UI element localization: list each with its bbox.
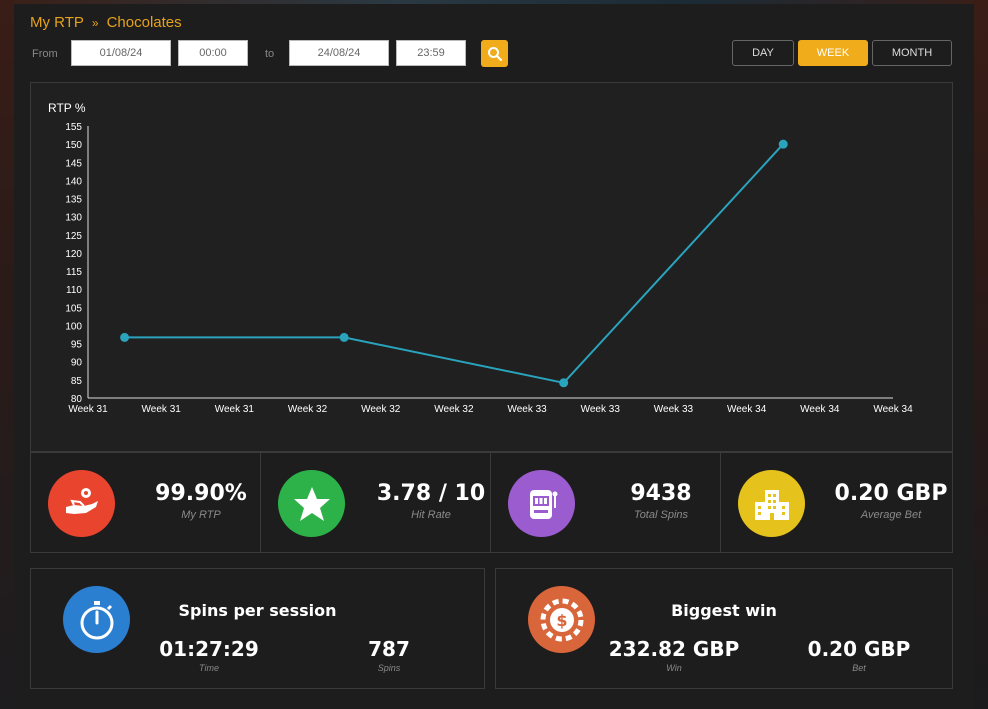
stat-value: 9438 xyxy=(630,481,692,506)
biggest-win-panel: $ Biggest win 232.82 GBP Win 0.20 GBP Be… xyxy=(495,568,953,689)
svg-text:$: $ xyxy=(556,611,567,630)
chart-y-tick-label: 135 xyxy=(65,195,82,206)
win-value: 232.82 GBP xyxy=(608,637,740,661)
win-label: Win xyxy=(666,663,682,673)
background-right-strip xyxy=(974,0,988,709)
chart-data-point[interactable] xyxy=(778,139,788,149)
chart-series-line xyxy=(124,143,784,384)
chart-x-tick-label: Week 33 xyxy=(581,404,621,415)
chart-x-tick-label: Week 31 xyxy=(215,404,255,415)
stat-icon-circle xyxy=(508,470,575,537)
chart-x-tick-label: Week 34 xyxy=(800,404,840,415)
chart-y-tick-label: 155 xyxy=(65,122,82,133)
chart-y-tick-label: 80 xyxy=(71,394,83,405)
win-icon-circle: $ xyxy=(528,586,595,653)
chart-y-tick-label: 115 xyxy=(66,267,82,278)
stat-value: 3.78 / 10 xyxy=(376,481,486,506)
casino-chip-icon: $ xyxy=(540,598,583,641)
stat-icon-circle xyxy=(738,470,805,537)
stat-value: 0.20 GBP xyxy=(834,481,948,506)
session-time-label: Time xyxy=(199,663,219,673)
chart-data-point[interactable] xyxy=(559,378,569,388)
rtp-line-chart: RTP % 80 85 90 95 100 105 110 115 120 125 130 135 14… xyxy=(48,101,913,415)
session-title: Spins per session xyxy=(178,601,337,620)
building-icon xyxy=(754,489,789,520)
background-left-strip xyxy=(0,0,14,709)
chart-x-tick-label: Week 33 xyxy=(654,404,694,415)
chart-x-tick-label: Week 34 xyxy=(727,404,767,415)
chart-x-tick-label: Week 32 xyxy=(361,404,401,415)
win-title: Biggest win xyxy=(671,601,777,620)
stat-label: Average Bet xyxy=(860,509,922,521)
chart-x-tick-label: Week 33 xyxy=(507,404,547,415)
stopwatch-icon xyxy=(80,600,113,639)
win-bet-value: 0.20 GBP xyxy=(807,637,911,661)
chart-y-tick-label: 120 xyxy=(65,249,82,260)
session-time-value: 01:27:29 xyxy=(159,637,259,661)
stat-total-spins: 9438 Total Spins xyxy=(491,453,721,552)
breadcrumb-separator: » xyxy=(91,16,99,30)
chart-x-tick-label: Week 34 xyxy=(873,404,913,415)
stat-label: Hit Rate xyxy=(411,509,451,521)
spins-per-session-panel: Spins per session 01:27:29 Time 787 Spin… xyxy=(30,568,485,689)
stat-value: 99.90% xyxy=(155,481,247,506)
chart-y-tick-label: 140 xyxy=(65,176,82,187)
chart-x-tick-label: Week 32 xyxy=(434,404,474,415)
tab-day[interactable]: DAY xyxy=(732,40,794,66)
from-label: From xyxy=(32,48,58,60)
chart-y-tick-label: 95 xyxy=(71,340,83,351)
stats-row: 99.90% My RTP 3.78 / 10 Hit Rate 9438 To… xyxy=(30,452,953,553)
to-time-input[interactable]: 23:59 xyxy=(396,40,466,66)
stat-label: My RTP xyxy=(181,509,221,521)
to-label: to xyxy=(265,48,275,60)
stat-my-rtp: 99.90% My RTP xyxy=(31,453,261,552)
chart-y-tick-label: 90 xyxy=(71,358,83,369)
chart-x-tick-label: Week 32 xyxy=(288,404,328,415)
stat-label: Total Spins xyxy=(633,509,689,521)
chart-y-tick-label: 110 xyxy=(66,285,82,296)
background-top-strip xyxy=(0,0,988,6)
from-time-input[interactable]: 00:00 xyxy=(178,40,248,66)
stat-icon-circle xyxy=(48,470,115,537)
stat-icon-circle xyxy=(278,470,345,537)
chart-x-tick-label: Week 31 xyxy=(142,404,182,415)
breadcrumb-current: Chocolates xyxy=(106,14,182,31)
stat-average-bet: 0.20 GBP Average Bet xyxy=(721,453,952,552)
chart-y-tick-label: 100 xyxy=(65,321,82,332)
chart-x-tick-label: Week 31 xyxy=(68,404,108,415)
breadcrumb: My RTP » Chocolates xyxy=(30,14,182,31)
chart-y-tick-label: 105 xyxy=(65,303,82,314)
to-date-input[interactable]: 24/08/24 xyxy=(289,40,389,66)
win-bet-label: Bet xyxy=(852,663,866,673)
tab-month[interactable]: MONTH xyxy=(872,40,952,66)
session-spins-value: 787 xyxy=(368,637,410,661)
tab-week[interactable]: WEEK xyxy=(798,40,868,66)
session-spins-label: Spins xyxy=(377,663,401,673)
slot-machine-icon xyxy=(529,489,557,519)
chart-data-point[interactable] xyxy=(120,332,130,342)
hand-coin-icon xyxy=(65,487,98,514)
search-button[interactable] xyxy=(481,40,508,67)
chart-data-point[interactable] xyxy=(339,332,349,342)
chart-y-axis-label: RTP % xyxy=(48,101,86,115)
from-date-input[interactable]: 01/08/24 xyxy=(71,40,171,66)
search-icon xyxy=(487,46,502,61)
session-icon-circle xyxy=(63,586,130,653)
chart-y-tick-label: 125 xyxy=(65,231,82,242)
chart-y-tick-label: 85 xyxy=(71,376,83,387)
rtp-chart-panel: RTP % 80 85 90 95 100 105 110 115 120 125 130 135 14… xyxy=(30,82,953,452)
star-icon xyxy=(293,486,330,521)
stat-hit-rate: 3.78 / 10 Hit Rate xyxy=(261,453,491,552)
chart-y-tick-label: 145 xyxy=(65,158,82,169)
breadcrumb-root[interactable]: My RTP xyxy=(30,14,84,31)
chart-y-tick-label: 130 xyxy=(65,213,82,224)
chart-y-tick-label: 150 xyxy=(65,140,82,151)
